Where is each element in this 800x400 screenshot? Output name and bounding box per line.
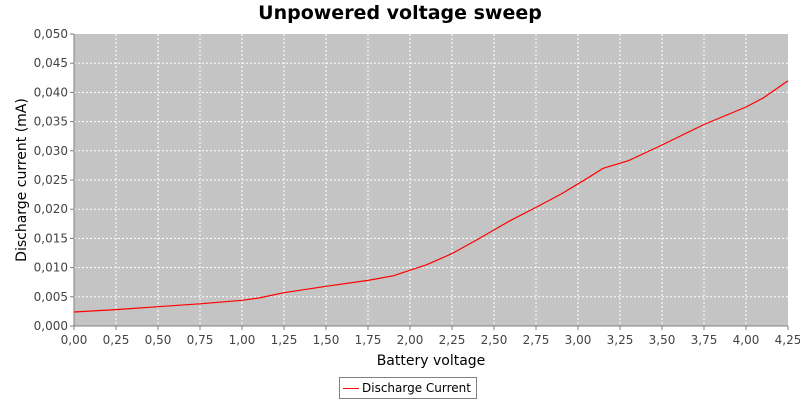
x-tick-label: 2,00 bbox=[397, 333, 424, 347]
y-tick-label: 0,005 bbox=[34, 290, 68, 304]
x-tick-label: 2,50 bbox=[481, 333, 508, 347]
x-tick-label: 0,00 bbox=[61, 333, 88, 347]
x-tick-label: 4,25 bbox=[775, 333, 800, 347]
x-tick-label: 0,75 bbox=[187, 333, 214, 347]
chart-title: Unpowered voltage sweep bbox=[258, 2, 542, 24]
y-tick-label: 0,050 bbox=[34, 27, 68, 41]
legend: Discharge Current bbox=[339, 377, 477, 399]
x-tick-label: 3,25 bbox=[607, 333, 634, 347]
y-tick-label: 0,020 bbox=[34, 202, 68, 216]
y-tick-label: 0,035 bbox=[34, 115, 68, 129]
x-tick-label: 1,75 bbox=[355, 333, 382, 347]
y-tick-label: 0,015 bbox=[34, 231, 68, 245]
x-tick-label: 2,75 bbox=[523, 333, 550, 347]
y-tick-label: 0,040 bbox=[34, 85, 68, 99]
axes: 0,00 0,25 0,50 0,75 1,00 1,25 1,50 1,75 2,00 2,25… bbox=[34, 27, 800, 347]
x-tick-label: 4,00 bbox=[733, 333, 760, 347]
x-tick-label: 3,50 bbox=[649, 333, 676, 347]
y-tick-label: 0,045 bbox=[34, 56, 68, 70]
x-tick-label: 1,00 bbox=[229, 333, 256, 347]
x-tick-label: 0,50 bbox=[145, 333, 172, 347]
y-tick-label: 0,025 bbox=[34, 173, 68, 187]
x-tick-label: 3,00 bbox=[565, 333, 592, 347]
y-axis-label: Discharge current (mA) bbox=[14, 98, 30, 262]
legend-label: Discharge Current bbox=[362, 381, 471, 395]
x-tick-label: 3,75 bbox=[691, 333, 718, 347]
legend-swatch bbox=[343, 387, 359, 389]
x-tick-label: 0,25 bbox=[103, 333, 130, 347]
x-tick-label: 2,25 bbox=[439, 333, 466, 347]
series-layer bbox=[73, 80, 789, 313]
series-line-discharge-current bbox=[73, 80, 789, 313]
grid-lines bbox=[74, 34, 788, 326]
x-axis-label: Battery voltage bbox=[377, 353, 486, 369]
y-tick-label: 0,000 bbox=[34, 319, 68, 333]
x-tick-label: 1,25 bbox=[271, 333, 298, 347]
x-tick-label: 1,50 bbox=[313, 333, 340, 347]
y-tick-label: 0,030 bbox=[34, 144, 68, 158]
y-tick-label: 0,010 bbox=[34, 261, 68, 275]
